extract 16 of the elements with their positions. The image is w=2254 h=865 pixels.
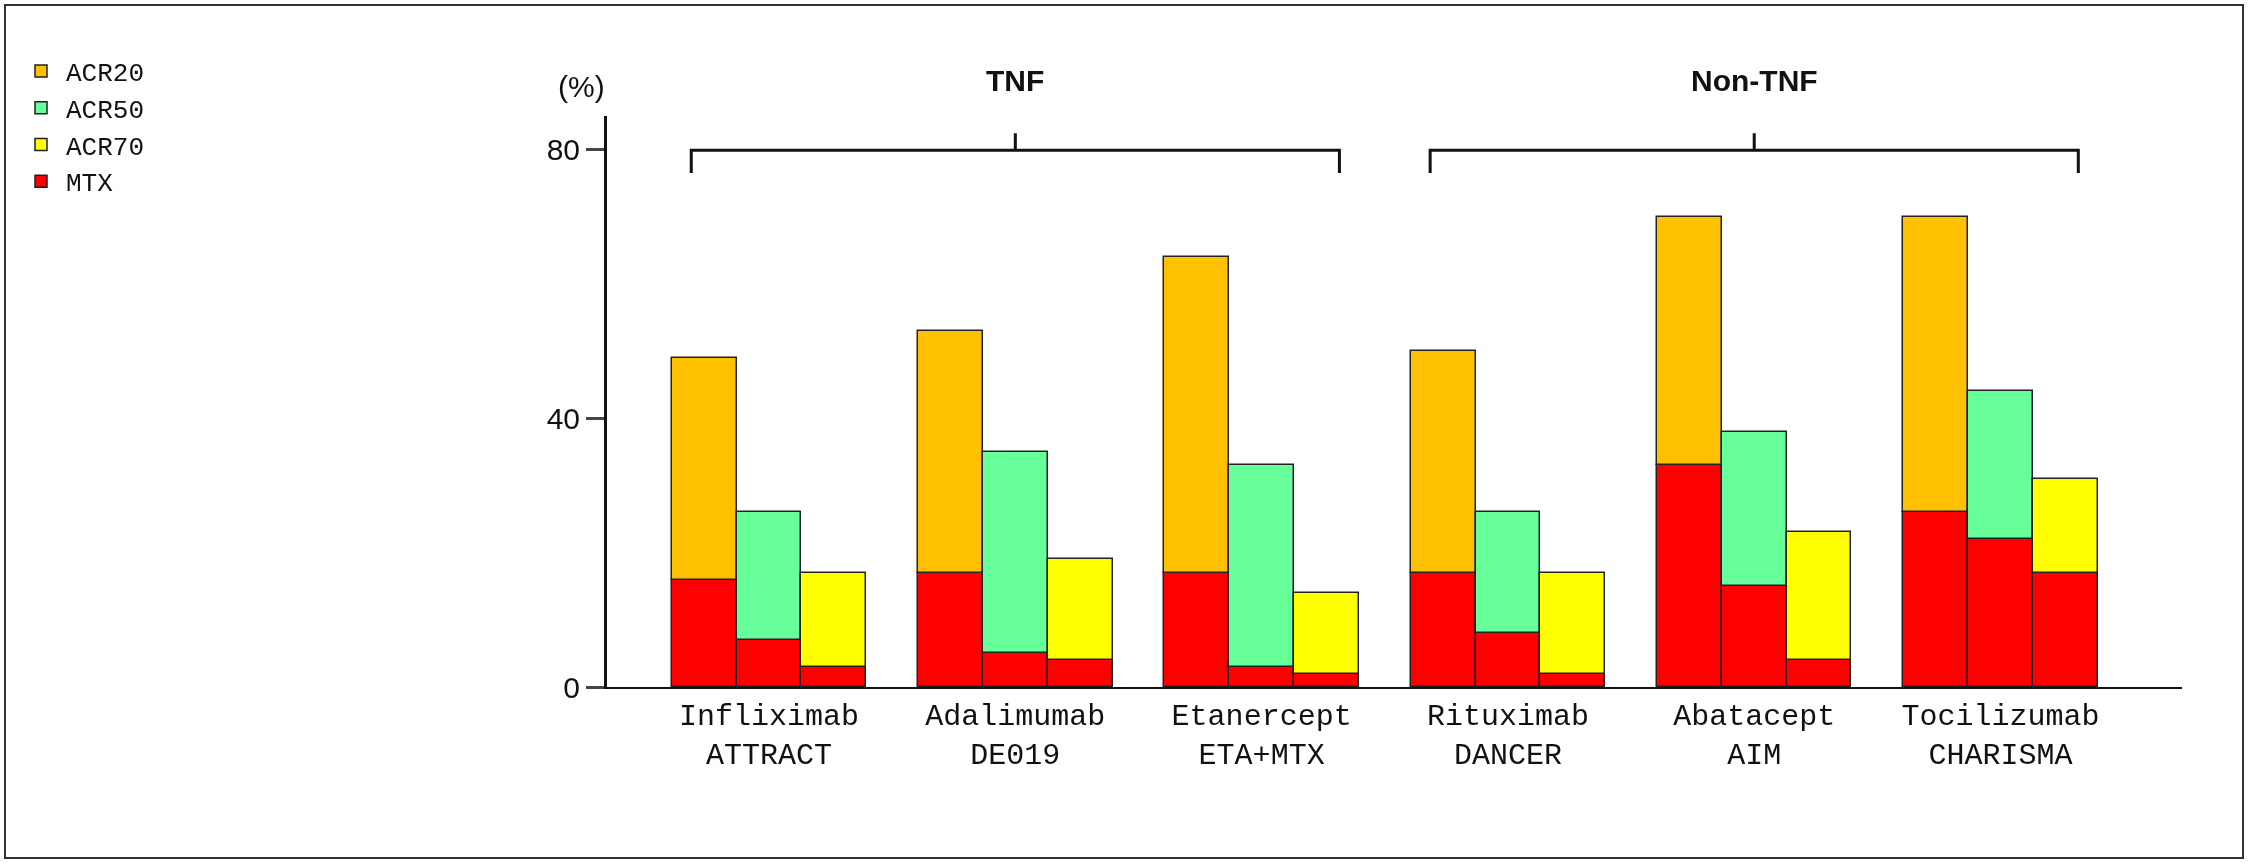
x-tick-label: Abatacept AIM (1673, 700, 1836, 773)
x-tick-label: Etanercept ETA+MTX (1171, 700, 1352, 773)
text: Non-TNF (1691, 64, 1818, 97)
legend-label: ACR50 (66, 95, 145, 126)
y-tick-label: 0 (563, 670, 580, 704)
y-tick-label: 40 (546, 401, 580, 435)
legend-label: ACR20 (66, 59, 145, 90)
legend-label: ACR70 (66, 132, 145, 163)
x-tick-label: Tocilizumab CHARISMA (1901, 700, 2100, 773)
y-axis-title: (%) (558, 70, 605, 103)
y-tick-label: 80 (546, 133, 580, 167)
x-tick-label: Adalimumab DE019 (925, 700, 1106, 773)
text: TNF (986, 64, 1045, 97)
x-tick-label: Rituximab DANCER (1426, 700, 1589, 773)
x-tick-label: Infliximab ATTRACT (679, 700, 860, 773)
legend-label: MTX (66, 169, 114, 200)
